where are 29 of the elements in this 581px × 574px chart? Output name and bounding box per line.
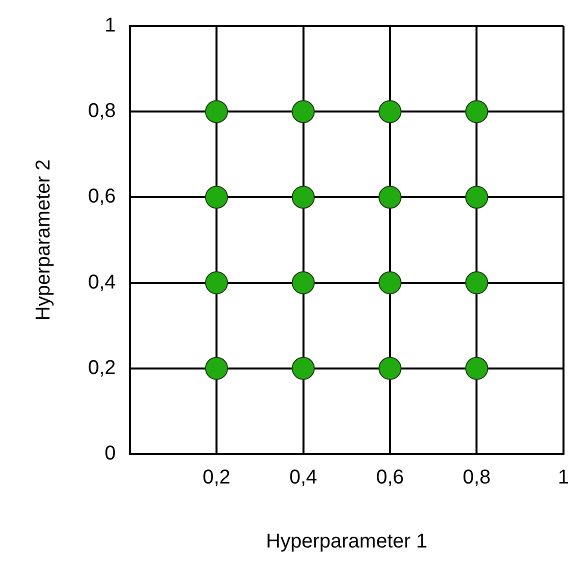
y-tick-label: 0,4 — [88, 271, 116, 294]
point — [465, 100, 488, 124]
x-axis-title: Hyperparameter 1 — [266, 530, 428, 553]
point — [378, 356, 402, 380]
x-tick-label: 0,6 — [376, 466, 404, 489]
point — [465, 356, 488, 380]
y-tick-label: 0,2 — [88, 356, 116, 379]
point — [378, 100, 402, 124]
point — [292, 271, 315, 294]
point — [292, 186, 315, 209]
point — [378, 186, 402, 209]
point — [292, 100, 315, 124]
y-axis-title: Hyperparameter 2 — [32, 159, 55, 321]
x-tick-label: 0,4 — [289, 466, 318, 489]
point — [465, 271, 488, 294]
point — [378, 271, 402, 294]
y-tick-label: 0,6 — [88, 186, 116, 208]
y-tick-label: 0 — [104, 442, 116, 465]
point — [205, 271, 228, 294]
x-tick-label: 1 — [558, 466, 569, 489]
y-tick-label: 1 — [104, 14, 116, 37]
point — [205, 186, 228, 209]
x-tick-label: 0,2 — [202, 466, 230, 489]
point — [292, 356, 315, 380]
point — [465, 186, 488, 209]
point — [205, 356, 228, 380]
x-tick-label: 0,8 — [462, 466, 491, 489]
y-tick-label: 0,8 — [88, 100, 116, 122]
point — [205, 100, 228, 124]
